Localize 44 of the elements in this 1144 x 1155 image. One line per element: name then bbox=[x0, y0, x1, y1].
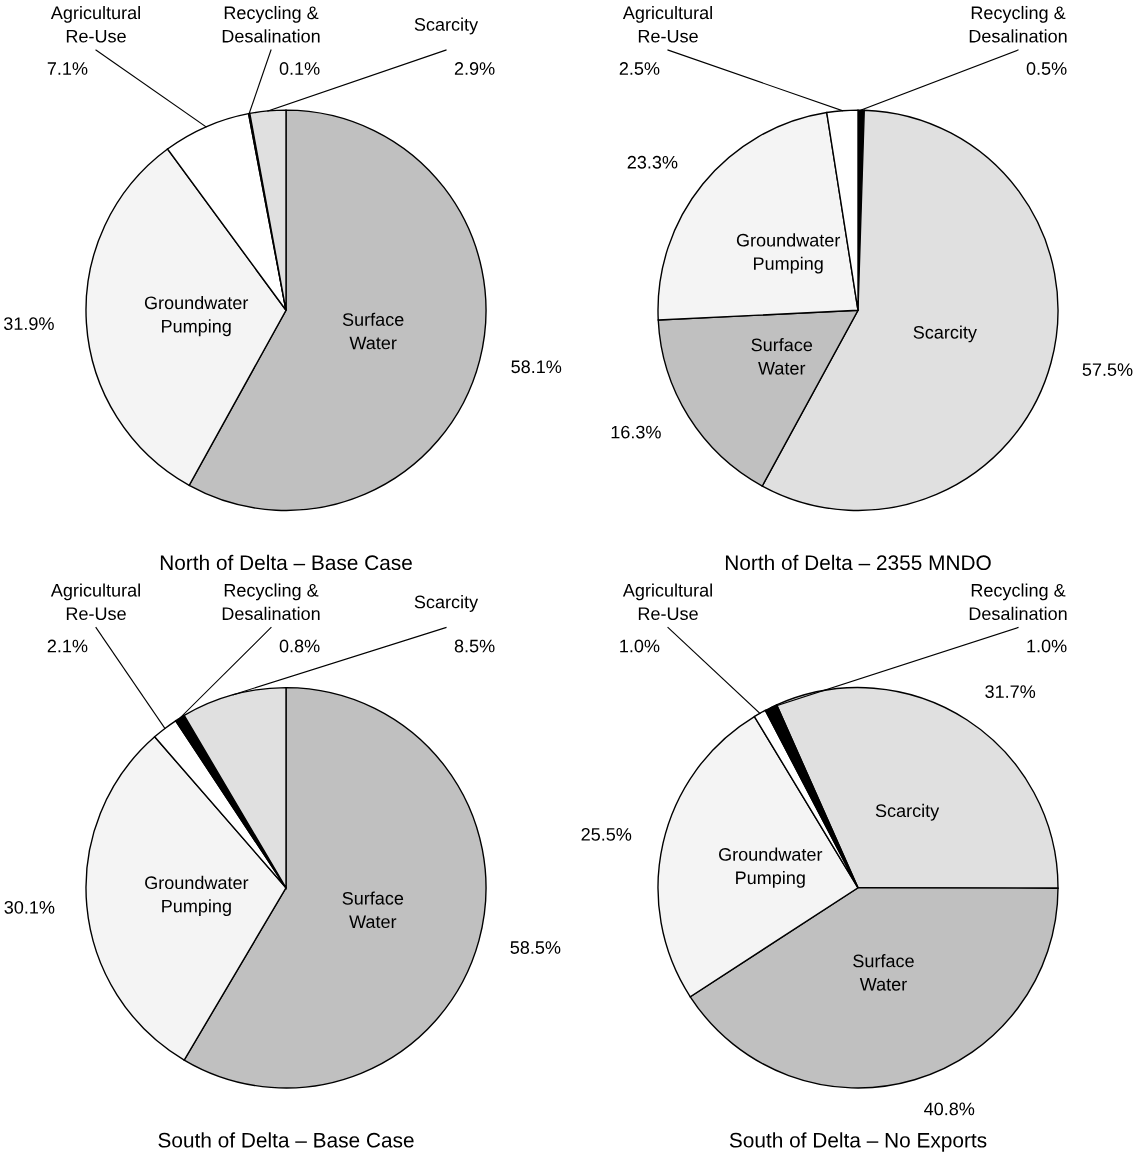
data-label: 31.9% bbox=[3, 317, 54, 331]
data-label: 16.3% bbox=[611, 425, 661, 439]
slice-label: Agricultural Re-Use bbox=[622, 5, 712, 43]
data-label: 30.1% bbox=[4, 900, 55, 914]
data-label: 23.3% bbox=[627, 155, 678, 169]
data-label: 1.0% bbox=[1027, 639, 1067, 653]
slice-label: Surface Water bbox=[853, 954, 914, 991]
slice-label: Scarcity bbox=[913, 325, 977, 343]
slice-label: Recycling & Desalination bbox=[969, 5, 1067, 43]
slice-label: Agricultural Re-Use bbox=[50, 5, 140, 43]
text: South of Delta – No Exports bbox=[729, 1132, 987, 1152]
slice-label: Groundwater Pumping bbox=[736, 233, 841, 274]
slice-label: Surface Water bbox=[342, 891, 404, 929]
data-label: 40.8% bbox=[924, 1102, 975, 1116]
data-label: 0.8% bbox=[279, 639, 320, 653]
data-label: 8.5% bbox=[454, 639, 495, 653]
data-label: 57.5% bbox=[1082, 363, 1133, 376]
data-label: 2.9% bbox=[454, 62, 495, 75]
data-label: 58.1% bbox=[511, 360, 562, 374]
text: North of Delta – 2355 MNDO bbox=[725, 554, 991, 571]
slice-label: Surface Water bbox=[751, 338, 813, 375]
slice-label: Groundwater Pumping bbox=[719, 847, 823, 888]
slice-label: Scarcity bbox=[414, 595, 479, 612]
data-label: 0.5% bbox=[1026, 62, 1067, 75]
data-label: 0.1% bbox=[279, 62, 320, 75]
slice-label: Agricultural Re-Use bbox=[622, 583, 712, 621]
slice-label: Groundwater Pumping bbox=[145, 875, 249, 917]
data-label: 7.1% bbox=[47, 62, 88, 75]
slice-label: Groundwater Pumping bbox=[144, 295, 249, 337]
data-label: 2.1% bbox=[47, 639, 88, 653]
slice-label: Scarcity bbox=[414, 17, 479, 35]
data-label: 1.0% bbox=[620, 639, 660, 653]
slice-label: Recycling & Desalination bbox=[969, 583, 1067, 621]
slice-label: Agricultural Re-Use bbox=[50, 583, 140, 621]
text: South of Delta – Base Case bbox=[158, 1132, 414, 1148]
data-label: 25.5% bbox=[581, 827, 632, 841]
data-label: 58.5% bbox=[510, 941, 561, 954]
slice-label: Recycling & Desalination bbox=[222, 5, 320, 43]
text: North of Delta – Base Case bbox=[160, 554, 412, 571]
data-label: 2.5% bbox=[619, 62, 660, 75]
slice-label: Recycling & Desalination bbox=[222, 583, 320, 621]
slice-label: Surface Water bbox=[342, 312, 404, 350]
data-label: 31.7% bbox=[985, 685, 1036, 699]
slice-label: Scarcity bbox=[875, 803, 940, 821]
